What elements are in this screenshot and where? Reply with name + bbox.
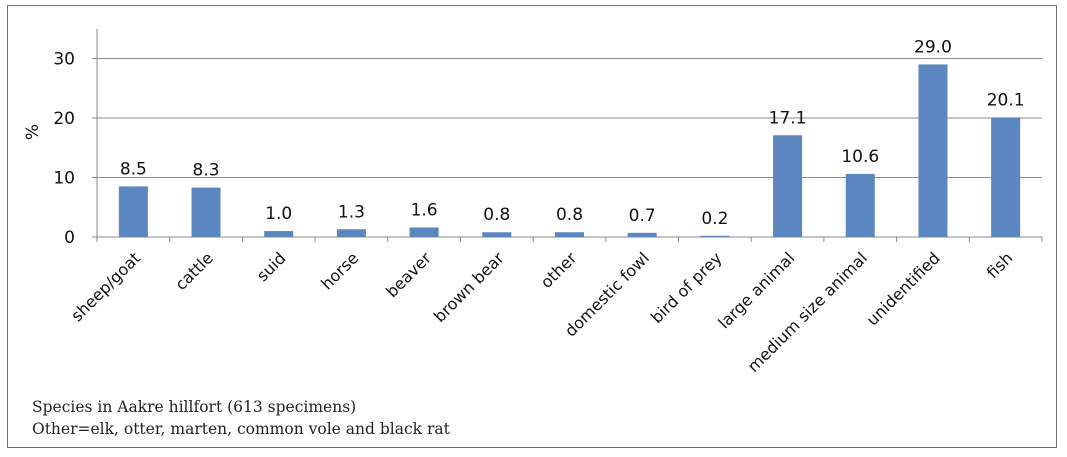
data-label: 20.1 bbox=[987, 90, 1025, 110]
bar bbox=[845, 173, 875, 237]
y-tick-label: 10 bbox=[53, 169, 75, 189]
bar bbox=[555, 232, 584, 237]
x-axis bbox=[96, 236, 1043, 242]
data-label: 29.0 bbox=[914, 37, 952, 57]
y-tick-label: 20 bbox=[53, 109, 75, 129]
category-label: horse bbox=[317, 248, 362, 293]
bar bbox=[918, 64, 948, 237]
caption-line-2: Other=elk, otter, marten, common vole an… bbox=[32, 420, 450, 438]
y-axis: 0 10 20 30 bbox=[53, 28, 98, 248]
category-label: sheep/goat bbox=[67, 248, 144, 325]
category-label: other bbox=[537, 248, 581, 292]
data-label: 0.7 bbox=[629, 206, 656, 226]
bar bbox=[264, 231, 294, 237]
bar bbox=[191, 187, 221, 237]
bars bbox=[118, 64, 1021, 237]
category-label: cattle bbox=[171, 248, 217, 294]
data-label: 17.1 bbox=[769, 108, 807, 128]
bar bbox=[627, 232, 657, 237]
gridlines bbox=[97, 58, 1042, 178]
data-label: 1.6 bbox=[411, 200, 438, 220]
category-label: beaver bbox=[382, 248, 435, 301]
y-axis-label: % bbox=[23, 124, 43, 140]
y-tick-label: 30 bbox=[53, 50, 75, 70]
data-label: 0.2 bbox=[701, 209, 728, 229]
category-label: unidentified bbox=[863, 248, 944, 329]
bar bbox=[336, 229, 366, 237]
data-labels: 8.5 8.3 1.0 1.3 1.6 0.8 0.8 0.7 0.2 17.1 10.6 29.0 2… bbox=[120, 37, 1025, 228]
bar bbox=[118, 186, 148, 237]
data-label: 10.6 bbox=[841, 147, 879, 167]
data-label: 1.0 bbox=[265, 204, 292, 224]
category-label: fish bbox=[983, 248, 1017, 282]
data-label: 8.3 bbox=[193, 161, 220, 181]
bar bbox=[409, 227, 439, 237]
bar bbox=[700, 235, 730, 237]
data-label: 0.8 bbox=[556, 205, 583, 225]
caption-line-1: Species in Aakre hillfort (613 specimens… bbox=[32, 398, 357, 416]
bar bbox=[482, 232, 512, 237]
data-label: 8.5 bbox=[120, 159, 147, 179]
category-label: brown bear bbox=[430, 248, 508, 326]
bar bbox=[991, 117, 1021, 237]
figure-frame bbox=[7, 5, 1057, 448]
bar bbox=[773, 135, 803, 237]
data-label: 1.3 bbox=[338, 202, 365, 222]
y-tick-label: 0 bbox=[64, 228, 75, 248]
data-label: 0.8 bbox=[483, 205, 510, 225]
category-label: medium size animal bbox=[744, 248, 871, 375]
category-label: suid bbox=[253, 248, 290, 285]
category-label: bird of prey bbox=[647, 248, 726, 327]
